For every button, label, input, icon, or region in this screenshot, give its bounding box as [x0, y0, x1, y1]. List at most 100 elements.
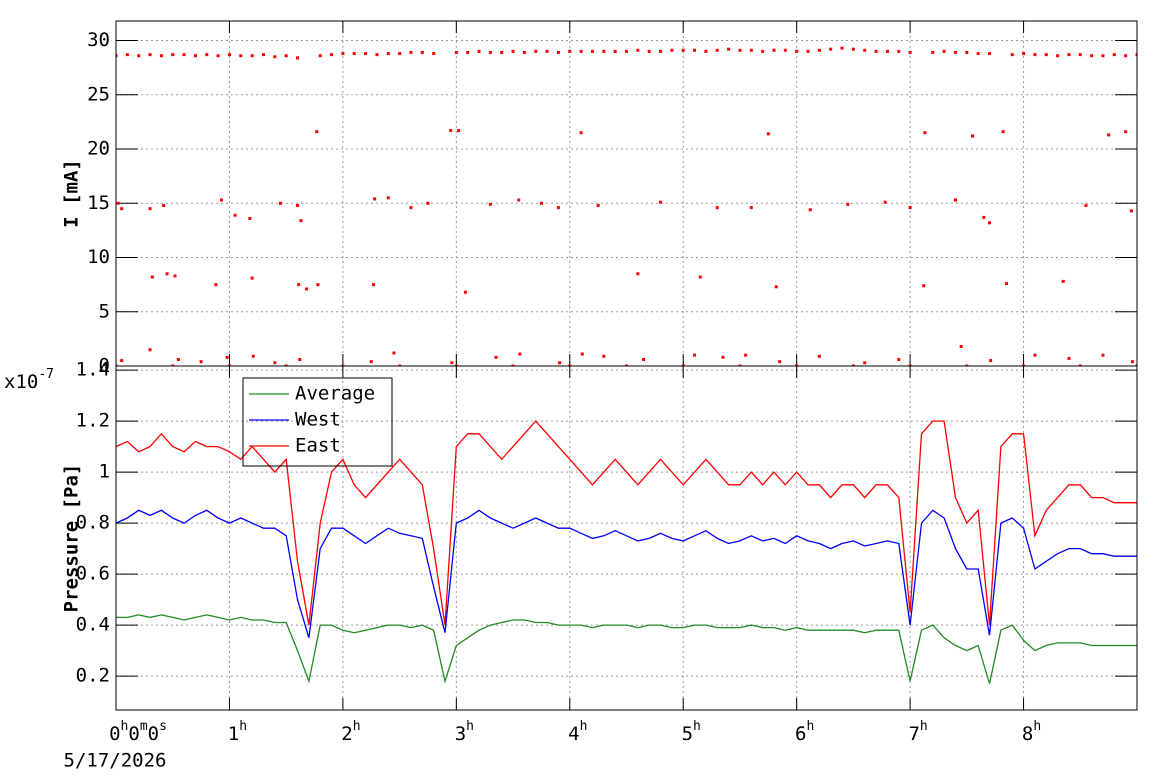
point — [1067, 53, 1071, 57]
point — [568, 49, 572, 53]
point — [284, 54, 288, 58]
point — [1033, 53, 1037, 57]
point — [369, 360, 373, 364]
point — [1010, 53, 1014, 57]
series-line — [116, 509, 1137, 638]
point — [248, 216, 252, 220]
point — [795, 364, 799, 366]
point — [1067, 356, 1071, 360]
point — [965, 50, 969, 54]
y-tick-label: 0.2 — [76, 665, 110, 687]
point — [817, 354, 821, 358]
x-tick-label: 6h — [795, 719, 814, 745]
point — [220, 198, 224, 202]
point — [398, 52, 402, 56]
point — [1022, 52, 1026, 56]
point — [795, 49, 799, 53]
point — [1129, 209, 1133, 213]
point — [778, 360, 782, 364]
point — [698, 275, 702, 279]
date-label: 5/17/2026 — [64, 750, 167, 772]
point — [693, 353, 697, 357]
point — [539, 201, 543, 205]
point — [817, 48, 821, 52]
point — [193, 54, 197, 58]
point — [908, 364, 912, 366]
point — [976, 52, 980, 56]
point — [199, 360, 203, 364]
point — [636, 272, 640, 276]
point — [297, 283, 301, 287]
point — [545, 49, 549, 53]
y-axis-label: I [mA] — [61, 159, 83, 228]
point — [744, 353, 748, 357]
point — [965, 364, 969, 366]
y-tick-label: 0 — [99, 355, 110, 377]
point — [749, 48, 753, 52]
point — [432, 52, 436, 56]
point — [171, 53, 175, 57]
point — [556, 206, 560, 210]
point — [116, 201, 120, 205]
point — [500, 50, 504, 54]
point — [449, 129, 453, 133]
point — [829, 47, 833, 51]
point — [908, 50, 912, 54]
point — [1022, 364, 1026, 366]
point — [233, 213, 237, 217]
point — [488, 202, 492, 206]
point — [715, 206, 719, 210]
point — [874, 49, 878, 53]
point — [738, 364, 742, 366]
point — [273, 361, 277, 365]
point — [511, 364, 515, 366]
point — [296, 203, 300, 207]
x-tick-label: 0h0m0s — [109, 719, 167, 745]
point — [278, 201, 282, 205]
point — [988, 52, 992, 56]
y-tick-label: 5 — [99, 300, 110, 322]
point — [352, 52, 356, 56]
point — [148, 53, 152, 57]
y-tick-label: 30 — [87, 29, 110, 51]
plot-area — [116, 46, 1137, 366]
point — [116, 54, 118, 58]
point — [596, 203, 600, 207]
point — [806, 49, 810, 53]
series-line — [116, 420, 1137, 626]
legend-label: Average — [295, 383, 375, 405]
point — [647, 49, 651, 53]
point — [205, 53, 209, 57]
point — [251, 354, 255, 358]
point — [749, 206, 753, 210]
point — [534, 49, 538, 53]
point — [558, 361, 562, 365]
point — [659, 200, 663, 204]
point — [1033, 353, 1037, 357]
point — [386, 196, 390, 200]
point — [1124, 54, 1128, 58]
point — [216, 54, 220, 58]
point — [305, 287, 309, 291]
point — [392, 351, 396, 355]
point — [659, 49, 663, 53]
point — [982, 215, 986, 219]
x-tick-label: 5h — [682, 719, 701, 745]
series-line — [116, 614, 1137, 684]
point — [239, 54, 243, 58]
y-tick-label: 1.2 — [76, 410, 110, 432]
point — [517, 198, 521, 202]
point — [897, 357, 901, 361]
point — [953, 50, 957, 54]
point — [613, 49, 617, 53]
point — [511, 49, 515, 53]
x-tick-label: 3h — [455, 719, 474, 745]
point — [923, 131, 927, 135]
point — [670, 48, 674, 52]
point — [1101, 54, 1105, 58]
y-tick-label: 20 — [87, 138, 110, 160]
point — [316, 283, 320, 287]
point — [715, 48, 719, 52]
point — [1061, 279, 1065, 283]
